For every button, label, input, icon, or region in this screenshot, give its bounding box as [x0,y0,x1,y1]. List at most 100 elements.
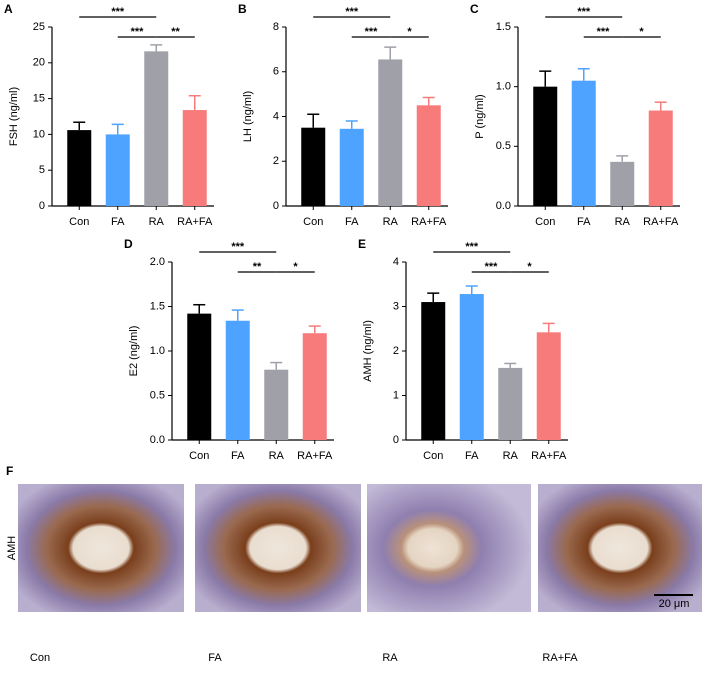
x-tick-label: RA [383,216,399,228]
bar [225,320,250,440]
y-tick-label: 1.5 [150,300,165,312]
caption: RA [382,652,398,664]
significance-label: *** [577,6,591,18]
caption: Con [30,652,50,664]
significance-label: * [639,26,644,38]
x-tick-label: FA [111,216,125,228]
caption: RA+FA [542,652,578,664]
micrographs [18,484,702,612]
micrograph [18,484,184,612]
panel-label: C [470,2,479,16]
y-tick-label: 1.0 [150,345,165,357]
significance-label: *** [131,26,145,38]
bar [339,128,364,206]
panel-label: A [4,2,13,16]
significance-label: *** [597,26,611,38]
x-tick-label: RA+FA [411,216,447,228]
x-tick-label: RA [149,216,165,228]
x-tick-label: FA [465,450,479,462]
y-tick-label: 0.5 [496,140,511,152]
y-tick-label: 1.0 [496,81,511,93]
x-tick-label: RA+FA [177,216,213,228]
x-tick-label: RA [503,450,519,462]
y-tick-label: 8 [273,21,279,33]
significance-label: *** [231,241,245,253]
significance-label: ** [171,26,180,38]
y-axis-title: P (ng/ml) [474,94,486,138]
y-tick-label: 0.0 [150,434,165,446]
x-tick-label: FA [345,216,359,228]
y-tick-label: 0.5 [150,389,165,401]
micrograph [367,484,531,612]
bar [498,367,523,440]
y-tick-label: 25 [33,21,45,33]
y-tick-label: 5 [39,164,45,176]
y-axis-title: LH (ng/ml) [242,91,254,142]
bar [144,51,169,207]
row-label: AMH [6,536,18,561]
x-tick-label: FA [231,450,245,462]
scale-bar-label: 20 μm [659,598,690,610]
significance-label: * [293,261,298,273]
x-tick-label: Con [423,450,443,462]
panel-label: B [238,2,247,16]
bar [571,80,596,206]
x-tick-label: FA [577,216,591,228]
x-tick-label: Con [189,450,209,462]
significance-label: *** [345,6,359,18]
caption: FA [208,652,222,664]
panel-label: D [124,237,133,251]
x-tick-label: Con [69,216,89,228]
bar [302,333,327,440]
x-tick-label: Con [303,216,323,228]
x-tick-label: RA+FA [643,216,679,228]
bar [378,59,403,206]
bar [416,105,441,206]
y-tick-label: 0.0 [496,200,511,212]
x-tick-label: RA [269,450,285,462]
significance-label: * [407,26,412,38]
bar [648,110,673,206]
bar [536,332,561,440]
panel-label: F [6,464,13,478]
significance-label: *** [485,261,499,273]
y-tick-label: 20 [33,57,45,69]
x-tick-label: RA+FA [297,450,333,462]
significance-label: ** [253,261,262,273]
bar [67,130,92,206]
x-tick-label: Con [535,216,555,228]
micrograph [195,484,361,612]
y-tick-label: 2 [273,155,279,167]
y-axis-title: AMH (ng/ml) [362,320,374,382]
y-tick-label: 4 [273,110,279,122]
y-axis-title: FSH (ng/ml) [8,87,20,146]
y-tick-label: 0 [39,200,45,212]
x-tick-label: RA [615,216,631,228]
y-tick-label: 2 [393,345,399,357]
significance-label: * [527,261,532,273]
y-tick-label: 10 [33,128,45,140]
y-tick-label: 1.5 [496,21,511,33]
bar [264,369,289,440]
bar [187,313,212,440]
y-tick-label: 3 [393,300,399,312]
bar [533,86,558,206]
bar [459,294,484,440]
y-axis-title: E2 (ng/ml) [128,326,140,377]
y-tick-label: 1 [393,389,399,401]
bar [105,134,130,206]
bar [610,161,635,206]
significance-label: *** [111,6,125,18]
y-tick-label: 0 [393,434,399,446]
bar [421,302,446,440]
significance-label: *** [465,241,479,253]
y-tick-label: 2.0 [150,256,165,268]
micrograph [538,484,702,612]
bar [182,110,207,206]
y-tick-label: 6 [273,66,279,78]
y-tick-label: 15 [33,93,45,105]
x-tick-label: RA+FA [531,450,567,462]
y-tick-label: 0 [273,200,279,212]
panel-label: E [358,237,366,251]
